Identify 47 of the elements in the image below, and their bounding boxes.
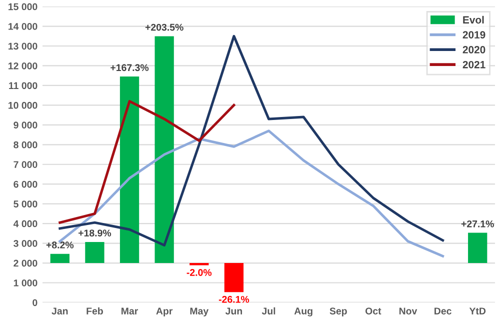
y-tick-label: 12 000 xyxy=(8,62,38,70)
bar xyxy=(224,263,244,292)
bar xyxy=(50,254,70,264)
legend-label: 2019 xyxy=(462,31,486,38)
x-tick-label: YtD xyxy=(469,308,486,314)
bar xyxy=(468,232,488,264)
bar xyxy=(120,76,140,264)
x-tick-label: Mar xyxy=(122,308,138,314)
y-tick-label: 10 000 xyxy=(8,102,38,109)
x-tick-label: Sep xyxy=(330,308,347,316)
y-tick-label: 13 000 xyxy=(8,42,38,50)
data-label: -2.0% xyxy=(186,269,212,276)
y-tick-label: 11 000 xyxy=(9,82,38,90)
data-label: +203.5% xyxy=(145,24,184,31)
y-tick-label: 8 000 xyxy=(14,141,38,148)
data-label: +167.3% xyxy=(110,64,149,72)
line-series xyxy=(58,100,236,224)
x-tick-label: Feb xyxy=(86,307,103,314)
y-tick-label: 4 000 xyxy=(13,220,38,228)
bar xyxy=(154,36,174,264)
y-tick-label: 7 000 xyxy=(14,161,38,168)
legend-label: 2021 xyxy=(462,60,486,68)
bar xyxy=(85,242,104,264)
data-label: -26.1% xyxy=(218,296,250,303)
x-tick-label: Oct xyxy=(365,308,382,314)
legend-label: Evol xyxy=(463,16,484,24)
x-tick-label: Jan xyxy=(52,308,68,314)
x-tick-label: Dec xyxy=(434,308,452,314)
y-tick-label: 14 000 xyxy=(8,23,38,30)
y-tick-label: 3 000 xyxy=(14,240,38,247)
legend-label: 2020 xyxy=(462,46,486,54)
x-tick-label: Nov xyxy=(399,308,418,314)
y-tick-label: 9 000 xyxy=(14,122,38,129)
data-label: +8.2% xyxy=(46,242,74,248)
x-tick-label: Aug xyxy=(294,308,312,316)
x-tick-label: Jul xyxy=(262,307,276,314)
x-tick-label: Apr xyxy=(156,308,173,316)
data-label: +18.9% xyxy=(78,230,112,236)
y-tick-label: 15 000 xyxy=(8,3,38,10)
y-tick-label: 1 000 xyxy=(14,279,38,286)
x-tick-label: Jun xyxy=(225,308,242,314)
data-label: +27.1% xyxy=(461,220,494,228)
y-tick-label: 0 xyxy=(32,299,38,306)
y-tick-label: 5 000 xyxy=(14,200,38,208)
x-tick-label: May xyxy=(190,308,209,316)
y-tick-label: 2 000 xyxy=(14,260,38,267)
y-tick-label: 6 000 xyxy=(14,180,38,188)
